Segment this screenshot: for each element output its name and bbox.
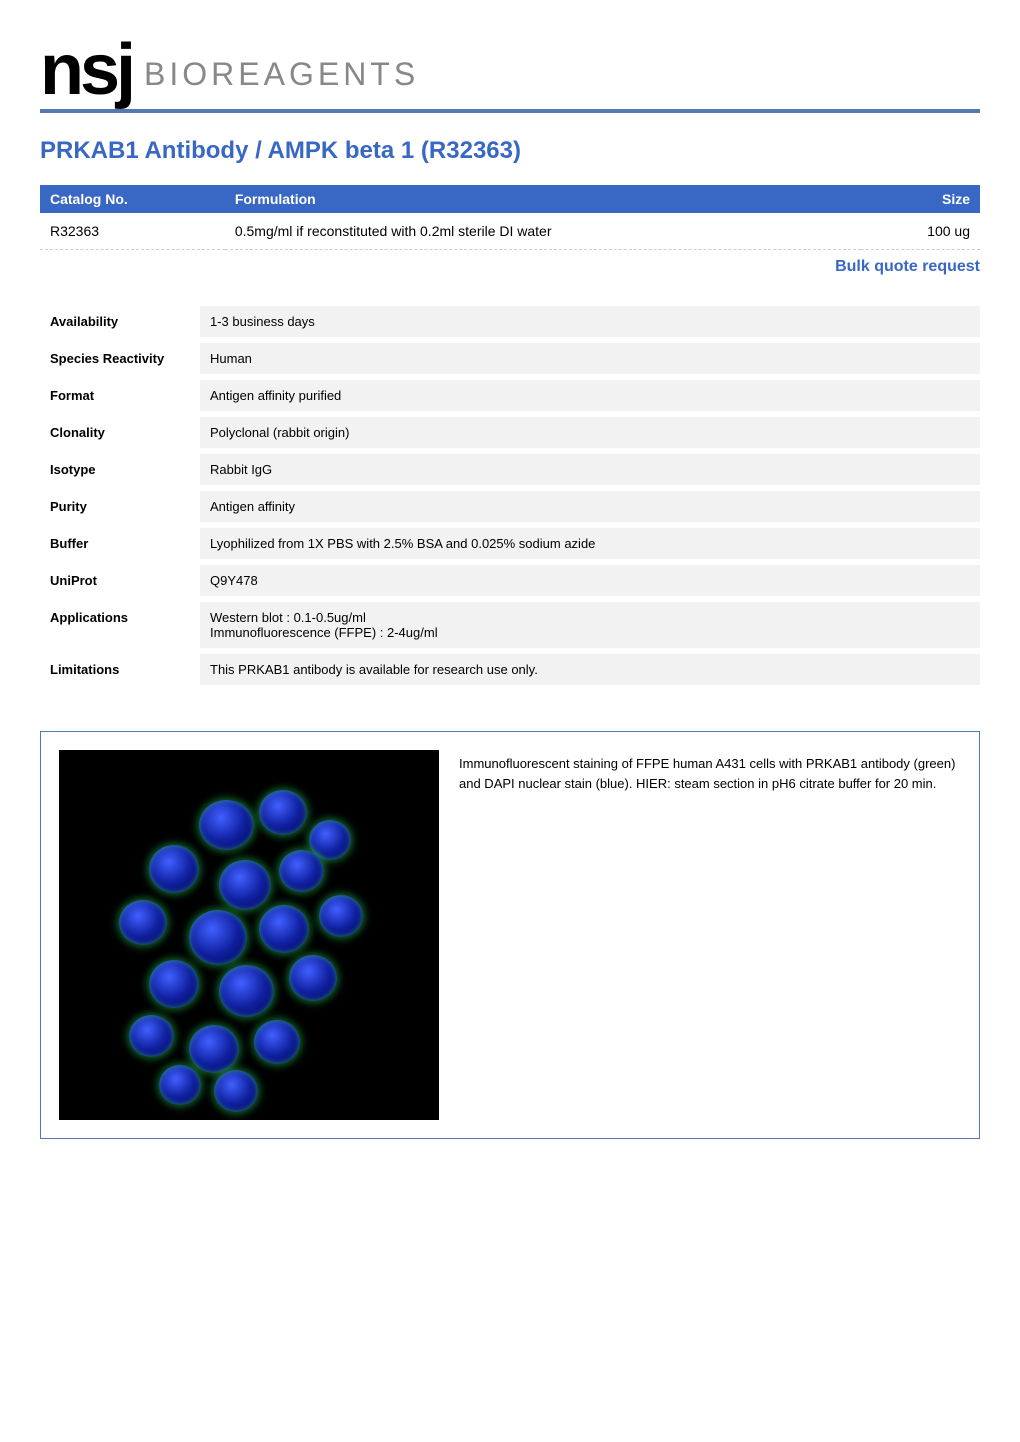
detail-label: Species Reactivity — [40, 340, 200, 377]
catalog-header-row: Catalog No. Formulation Size — [40, 185, 980, 213]
logo-mark: nsj — [40, 40, 132, 101]
detail-label: Buffer — [40, 525, 200, 562]
detail-value: This PRKAB1 antibody is available for re… — [200, 651, 980, 688]
cell-blob — [189, 1025, 239, 1073]
detail-row-species: Species Reactivity Human — [40, 340, 980, 377]
detail-label: Clonality — [40, 414, 200, 451]
detail-label: Availability — [40, 306, 200, 340]
detail-row-isotype: Isotype Rabbit IgG — [40, 451, 980, 488]
detail-label: Isotype — [40, 451, 200, 488]
cell-blob — [129, 1015, 174, 1057]
immunofluorescence-image — [59, 750, 439, 1120]
detail-label: Format — [40, 377, 200, 414]
cell-blob — [219, 860, 271, 910]
detail-value: Antigen affinity — [200, 488, 980, 525]
detail-value: Q9Y478 — [200, 562, 980, 599]
image-caption: Immunofluorescent staining of FFPE human… — [459, 750, 961, 793]
catalog-size-value: 100 ug — [861, 213, 980, 250]
logo-container: nsj BIOREAGENTS — [40, 40, 980, 101]
cell-blob — [319, 895, 363, 937]
detail-value: Antigen affinity purified — [200, 377, 980, 414]
detail-value: Rabbit IgG — [200, 451, 980, 488]
logo: nsj BIOREAGENTS — [40, 40, 980, 101]
bulk-quote-container: Bulk quote request — [40, 258, 980, 276]
detail-value: Polyclonal (rabbit origin) — [200, 414, 980, 451]
cell-blob — [189, 910, 247, 965]
detail-row-buffer: Buffer Lyophilized from 1X PBS with 2.5%… — [40, 525, 980, 562]
detail-row-clonality: Clonality Polyclonal (rabbit origin) — [40, 414, 980, 451]
cell-blob — [214, 1070, 258, 1112]
header-divider — [40, 109, 980, 113]
page-title: PRKAB1 Antibody / AMPK beta 1 (R32363) — [40, 137, 980, 165]
cell-blob — [259, 905, 309, 953]
bulk-quote-link[interactable]: Bulk quote request — [835, 258, 980, 275]
cell-blob — [119, 900, 167, 945]
catalog-table: Catalog No. Formulation Size R32363 0.5m… — [40, 185, 980, 250]
detail-label: UniProt — [40, 562, 200, 599]
detail-label: Applications — [40, 599, 200, 651]
detail-row-uniprot: UniProt Q9Y478 — [40, 562, 980, 599]
detail-value: Lyophilized from 1X PBS with 2.5% BSA an… — [200, 525, 980, 562]
catalog-row: R32363 0.5mg/ml if reconstituted with 0.… — [40, 213, 980, 250]
detail-row-availability: Availability 1-3 business days — [40, 306, 980, 340]
detail-row-purity: Purity Antigen affinity — [40, 488, 980, 525]
detail-value: 1-3 business days — [200, 306, 980, 340]
cell-blob — [289, 955, 337, 1001]
detail-label: Purity — [40, 488, 200, 525]
catalog-header-no: Catalog No. — [40, 185, 225, 213]
catalog-no-value: R32363 — [40, 213, 225, 250]
cell-blob — [259, 790, 307, 835]
catalog-header-size: Size — [861, 185, 980, 213]
cell-blob — [149, 960, 199, 1008]
detail-row-applications: Applications Western blot : 0.1-0.5ug/ml… — [40, 599, 980, 651]
logo-text: BIOREAGENTS — [144, 56, 419, 101]
cell-blob — [254, 1020, 300, 1064]
detail-value: Human — [200, 340, 980, 377]
cell-blob — [199, 800, 254, 850]
uniprot-link[interactable]: Q9Y478 — [210, 573, 258, 588]
cell-blob — [219, 965, 274, 1017]
catalog-header-formulation: Formulation — [225, 185, 861, 213]
details-table: Availability 1-3 business days Species R… — [40, 306, 980, 691]
detail-row-limitations: Limitations This PRKAB1 antibody is avai… — [40, 651, 980, 688]
cell-blob — [149, 845, 199, 893]
cell-blob — [159, 1065, 201, 1105]
detail-row-format: Format Antigen affinity purified — [40, 377, 980, 414]
catalog-formulation-value: 0.5mg/ml if reconstituted with 0.2ml ste… — [225, 213, 861, 250]
detail-value: Western blot : 0.1-0.5ug/mlImmunofluores… — [200, 599, 980, 651]
detail-label: Limitations — [40, 651, 200, 688]
cell-blob — [279, 850, 324, 892]
image-panel: Immunofluorescent staining of FFPE human… — [40, 731, 980, 1139]
